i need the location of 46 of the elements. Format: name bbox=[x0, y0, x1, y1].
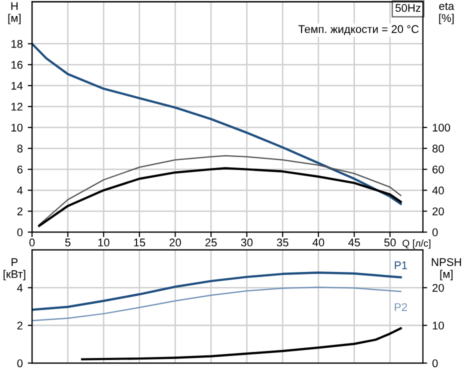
x-tick-label: 50 bbox=[384, 238, 396, 246]
x-tick-label: 15 bbox=[134, 238, 146, 246]
y2-tick-label: 40 bbox=[432, 186, 444, 194]
annotation: 50Hz bbox=[396, 4, 420, 12]
y2-tick-label: 10 bbox=[432, 322, 444, 330]
y2-axis-title: eta [%] bbox=[439, 2, 454, 24]
x-tick-label: 0 bbox=[29, 238, 35, 246]
y-tick-label: 4 bbox=[17, 186, 23, 194]
y-axis-title: H [м] bbox=[8, 2, 21, 24]
series-label: P2 bbox=[394, 303, 407, 311]
y2-tick-label: 0 bbox=[432, 359, 438, 368]
y-tick-label: 2 bbox=[17, 207, 22, 216]
annotation: Темп. жидкости = 20 °C bbox=[298, 25, 419, 36]
x-tick-label: 40 bbox=[312, 238, 324, 246]
y-tick-label: 6 bbox=[17, 166, 23, 174]
x-tick-label: 5 bbox=[65, 238, 70, 246]
y-tick-label: 14 bbox=[11, 82, 23, 90]
series-label: P1 bbox=[394, 261, 408, 270]
y2-tick-label: 20 bbox=[432, 284, 444, 292]
x-axis-title: Q [л/с] bbox=[402, 240, 430, 249]
y2-axis-title: NPSH [м] bbox=[432, 258, 461, 280]
y2-tick-label: 20 bbox=[432, 207, 444, 216]
y-tick-label: 0 bbox=[17, 359, 23, 368]
x-tick-label: 30 bbox=[241, 238, 253, 246]
x-tick-label: 10 bbox=[98, 238, 110, 246]
y2-tick-label: 100 bbox=[432, 124, 450, 132]
x-tick-label: 25 bbox=[205, 238, 217, 246]
y2-tick-label: 60 bbox=[432, 166, 444, 174]
y2-tick-label: 80 bbox=[432, 144, 444, 153]
y-axis-title: P [кВт] bbox=[4, 258, 26, 280]
y2-tick-label: 0 bbox=[432, 228, 438, 236]
y-tick-label: 2 bbox=[17, 322, 22, 330]
line-series bbox=[32, 42, 402, 205]
y-tick-label: 12 bbox=[11, 102, 22, 111]
y-tick-label: 0 bbox=[17, 228, 23, 236]
x-tick-label: 35 bbox=[276, 238, 288, 246]
x-tick-label: 45 bbox=[348, 238, 360, 246]
y-tick-label: 10 bbox=[11, 124, 23, 132]
x-tick-label: 20 bbox=[170, 238, 181, 246]
y-tick-label: 18 bbox=[11, 40, 23, 48]
y-tick-label: 8 bbox=[17, 144, 23, 153]
line-series bbox=[81, 327, 402, 360]
y-tick-label: 4 bbox=[17, 284, 23, 292]
line-series bbox=[38, 167, 402, 227]
line-series bbox=[38, 155, 402, 226]
y-tick-label: 16 bbox=[11, 60, 23, 69]
